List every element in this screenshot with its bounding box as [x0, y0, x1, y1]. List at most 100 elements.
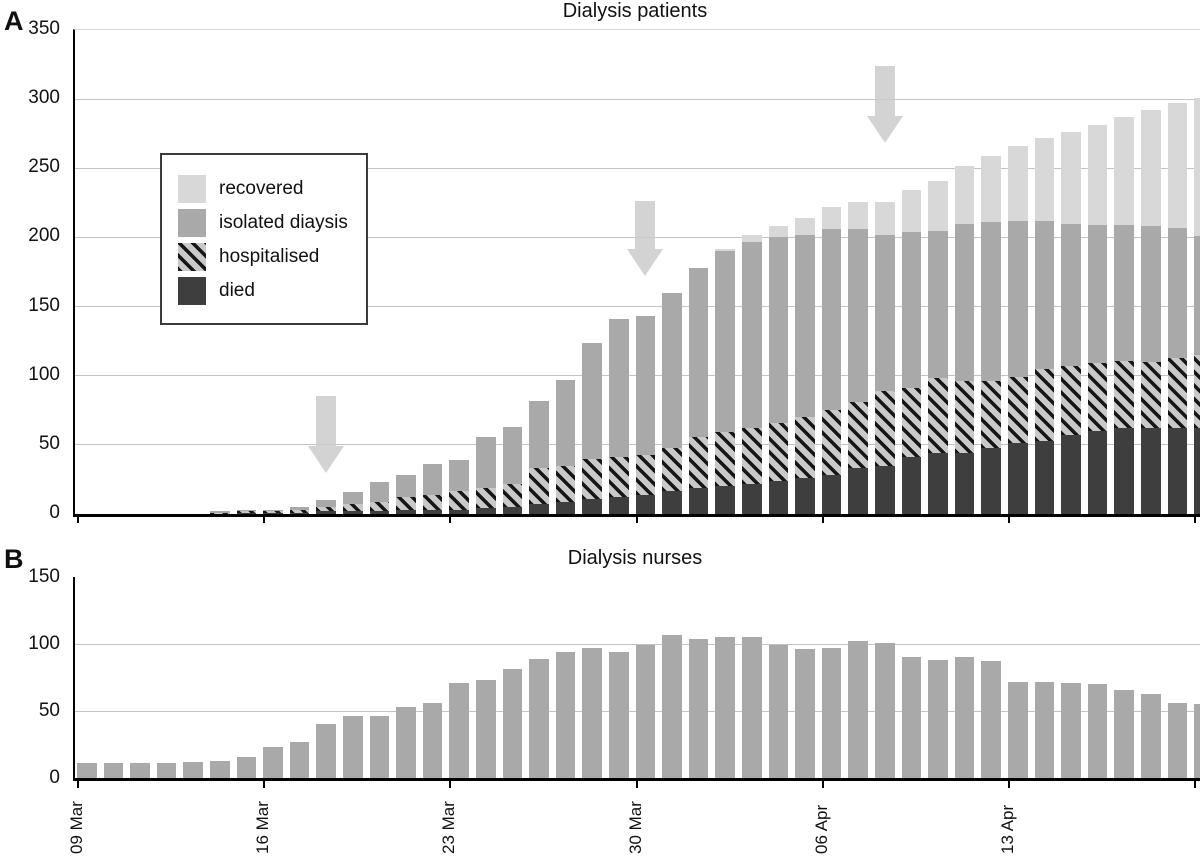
- x-axis-label-16-Mar: 16 Mar: [253, 801, 273, 854]
- bar-segment-died: [369, 511, 390, 514]
- bar-segment-hospitalised: [502, 483, 523, 508]
- nurses-bar-24: [715, 637, 735, 778]
- nurses-bar-17: [529, 658, 549, 778]
- panel-b-plot-area: [73, 577, 1200, 781]
- bar-segment-isolated-diaysis: [821, 229, 842, 411]
- nurses-bar-25: [742, 637, 762, 778]
- bar-segment-died: [1194, 428, 1200, 514]
- bar-segment-dialysis-nurses: [316, 724, 336, 778]
- y-axis-label-a-250: 250: [28, 156, 60, 178]
- bar-segment-dialysis-nurses: [1008, 681, 1028, 778]
- x-tick-a-35: [1008, 515, 1010, 523]
- bar-segment-hospitalised: [396, 497, 416, 510]
- bar-segment-isolated-diaysis: [343, 491, 363, 505]
- x-axis-label-30-Mar: 30 Mar: [625, 801, 645, 854]
- y-axis-label-a-200: 200: [28, 225, 60, 247]
- bar-segment-recovered: [1114, 117, 1134, 225]
- bar-segment-recovered: [928, 180, 948, 231]
- x-tick-b-14: [449, 780, 452, 788]
- bar-segment-recovered: [875, 201, 895, 235]
- patients-bar-13: [422, 464, 443, 514]
- nurses-bar-7: [263, 747, 283, 778]
- nurses-bar-36: [1034, 681, 1055, 778]
- patients-bar-32: [928, 180, 948, 514]
- nurses-bar-35: [1008, 681, 1028, 778]
- legend-item-isolated: isolated diaysis: [178, 209, 348, 237]
- gridline-250: [75, 167, 1200, 169]
- patients-bar-42: [1194, 97, 1200, 514]
- bar-segment-died: [928, 453, 948, 514]
- bar-segment-dialysis-nurses: [609, 652, 629, 778]
- gridline-300: [75, 98, 1200, 100]
- legend-box: recovered isolated diaysis hospitalised …: [160, 153, 368, 325]
- nurses-bar-32: [928, 660, 948, 778]
- bar-segment-isolated-diaysis: [1167, 227, 1188, 358]
- bar-segment-hospitalised: [848, 402, 868, 469]
- bar-segment-hospitalised: [476, 487, 496, 509]
- bar-segment-hospitalised: [289, 509, 310, 513]
- patients-bar-38: [1087, 125, 1108, 514]
- down-arrow-shaft: [874, 65, 895, 117]
- hospitalised-swatch-icon: [178, 243, 206, 271]
- bar-segment-died: [1034, 440, 1055, 514]
- nurses-bar-20: [609, 652, 629, 778]
- patients-bar-14: [449, 460, 469, 514]
- bar-segment-recovered: [1008, 146, 1028, 221]
- bar-segment-recovered: [1141, 110, 1161, 227]
- down-arrow-head-icon: [866, 116, 903, 144]
- nurses-bar-12: [396, 706, 416, 778]
- x-tick-b-21: [635, 780, 638, 788]
- bar-segment-isolated-diaysis: [609, 319, 629, 458]
- patients-bar-37: [1061, 132, 1081, 514]
- bar-segment-dialysis-nurses: [715, 637, 735, 778]
- bar-segment-dialysis-nurses: [422, 702, 443, 778]
- bar-segment-hospitalised: [901, 388, 922, 458]
- nurses-bar-16: [502, 669, 523, 778]
- bar-segment-dialysis-nurses: [848, 641, 868, 778]
- legend-label-isolated: isolated diaysis: [219, 212, 348, 233]
- bar-segment-hospitalised: [981, 381, 1001, 448]
- nurses-bar-13: [422, 702, 443, 778]
- bar-segment-hospitalised: [821, 410, 842, 476]
- bar-segment-recovered: [742, 234, 762, 242]
- x-tick-b-7: [263, 780, 266, 788]
- nurses-bar-26: [768, 645, 789, 778]
- bar-segment-hospitalised: [1141, 361, 1161, 429]
- bar-segment-isolated-diaysis: [316, 500, 336, 508]
- bar-segment-dialysis-nurses: [77, 763, 97, 778]
- bar-segment-died: [1008, 443, 1028, 514]
- bar-segment-died: [901, 457, 922, 514]
- legend-item-died: died: [178, 277, 348, 305]
- patients-bar-7: [263, 509, 283, 514]
- nurses-bar-38: [1087, 684, 1108, 778]
- bar-segment-hospitalised: [529, 468, 549, 505]
- panel-b-title: Dialysis nurses: [567, 547, 703, 569]
- nurses-bar-41: [1167, 702, 1188, 778]
- bar-segment-died: [715, 486, 735, 514]
- bar-segment-hospitalised: [768, 422, 789, 481]
- bar-segment-died: [795, 478, 815, 514]
- nurses-bar-1: [103, 763, 124, 778]
- bar-segment-isolated-diaysis: [928, 230, 948, 379]
- bar-segment-died: [688, 487, 709, 514]
- nurses-bar-37: [1061, 682, 1081, 778]
- bar-segment-hospitalised: [609, 457, 629, 498]
- y-axis-label-a-350: 350: [28, 18, 60, 39]
- x-tick-b-28: [821, 780, 824, 788]
- down-arrow-head-icon: [627, 249, 664, 277]
- bar-segment-died: [476, 508, 496, 514]
- bar-segment-dialysis-nurses: [130, 763, 150, 778]
- x-tick-a-7: [263, 515, 266, 523]
- bar-segment-died: [1141, 428, 1161, 514]
- bar-segment-dialysis-nurses: [1167, 702, 1188, 778]
- bar-segment-isolated-diaysis: [875, 234, 895, 391]
- patients-bar-21: [635, 316, 656, 514]
- bar-segment-hospitalised: [422, 494, 443, 510]
- bar-segment-recovered: [715, 248, 735, 252]
- bar-segment-hospitalised: [795, 417, 815, 479]
- down-arrow-head-icon: [308, 445, 345, 473]
- bar-segment-isolated-diaysis: [768, 237, 789, 423]
- bar-segment-isolated-diaysis: [1008, 220, 1028, 378]
- nurses-bar-21: [635, 645, 656, 778]
- bar-segment-died: [742, 483, 762, 514]
